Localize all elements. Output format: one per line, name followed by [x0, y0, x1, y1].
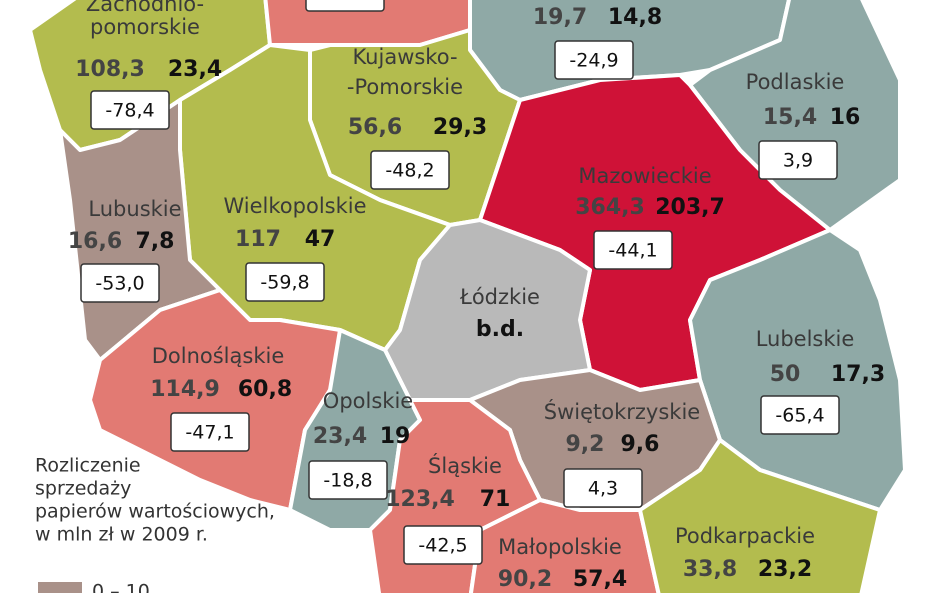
change-box	[403, 525, 483, 565]
change-box	[245, 262, 325, 302]
region-change: -44,1	[608, 240, 657, 262]
change-box	[305, 0, 385, 12]
region-value: 19	[380, 424, 411, 449]
region-value: 57,4	[573, 567, 627, 592]
legend-title: papierów wartościowych,	[35, 501, 275, 523]
region-value: 123,4	[385, 487, 455, 512]
region-change: -65,4	[775, 405, 824, 427]
region-name: Lubuskie	[88, 197, 181, 221]
legend-title: Rozliczenie	[35, 455, 141, 477]
region-value: 19,7	[533, 5, 587, 30]
region-value: 108,3	[75, 57, 145, 82]
region	[638, 438, 882, 593]
region-note: b.d.	[476, 317, 524, 342]
region-name: pomorskie	[90, 15, 200, 39]
region-change: 4,3	[588, 478, 618, 500]
region-name: Śląskie	[428, 453, 502, 478]
region-name: Mazowieckie	[578, 164, 711, 188]
change-box	[370, 150, 450, 190]
change-box	[554, 40, 634, 80]
region-value: 29,3	[433, 115, 487, 140]
region-change: -48,2	[385, 160, 434, 182]
region-value: 114,9	[150, 377, 220, 402]
region-value: 23,4	[168, 57, 222, 82]
change-box	[308, 460, 388, 500]
change-box	[80, 263, 160, 303]
region-name: Opolskie	[323, 389, 413, 413]
region-value: 47	[305, 227, 336, 252]
region-name: Lubelskie	[756, 327, 855, 351]
region-value: 7,8	[136, 229, 175, 254]
region-name: Świętokrzyskie	[544, 399, 700, 424]
region-value: 23,2	[758, 557, 812, 582]
legend-title: sprzedaży	[35, 478, 131, 500]
change-box	[758, 140, 838, 180]
region-value: 9,6	[621, 432, 660, 457]
region-change: -78,4	[105, 100, 154, 122]
region-value: 16	[830, 105, 861, 130]
region-value: 16,6	[68, 229, 122, 254]
region-change: 3,9	[783, 150, 813, 172]
change-box	[90, 90, 170, 130]
region-value: 60,8	[238, 377, 292, 402]
region-value: 23,4	[313, 424, 367, 449]
region-name: Dolnośląskie	[152, 344, 285, 368]
region-value: 15,4	[763, 105, 817, 130]
region-value: 90,2	[498, 567, 552, 592]
region-name: Wielkopolskie	[223, 194, 366, 218]
region-value: 117	[235, 227, 281, 252]
region-value: 33,8	[683, 557, 737, 582]
region-name: Łódzkie	[459, 285, 540, 309]
region-change: -47,1	[185, 422, 234, 444]
change-box	[593, 230, 673, 270]
region-name: Podkarpackie	[675, 524, 815, 548]
region-value: 56,6	[348, 115, 402, 140]
region-value: 14,8	[608, 5, 662, 30]
legend-swatch	[38, 582, 82, 593]
region-name: Podlaskie	[746, 70, 845, 94]
legend-label: 0 – 10	[92, 581, 150, 593]
legend-title: w mln zł w 2009 r.	[35, 524, 208, 546]
change-box	[563, 468, 643, 508]
region-value: 9,2	[566, 432, 605, 457]
change-box	[760, 395, 840, 435]
region-change: -42,5	[418, 535, 467, 557]
region-name: -Pomorskie	[347, 75, 463, 99]
region-name: Małopolskie	[498, 535, 622, 559]
region-name: Kujawsko-	[352, 45, 457, 69]
region-change: -24,9	[569, 50, 618, 72]
region-value: 364,3	[575, 195, 645, 220]
region-change: -59,8	[260, 272, 309, 294]
region-change: -53,0	[95, 273, 144, 295]
region-name: Zachodnio-	[86, 0, 204, 16]
region-value: 71	[480, 487, 511, 512]
change-box	[170, 412, 250, 452]
region-value: 17,3	[831, 362, 885, 387]
region-value: 50	[770, 362, 801, 387]
region-change: -18,8	[323, 470, 372, 492]
region-value: 203,7	[655, 195, 725, 220]
